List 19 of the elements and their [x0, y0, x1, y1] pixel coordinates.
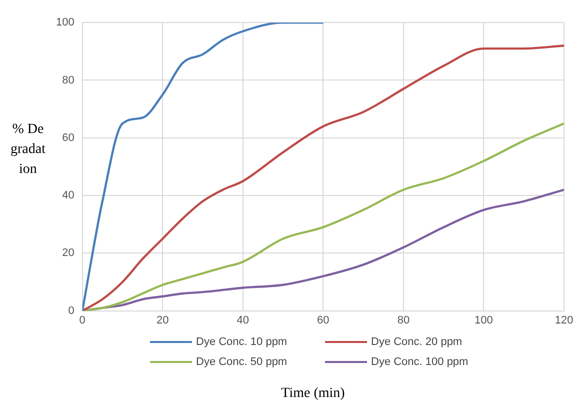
x-tick-label: 60: [317, 314, 330, 326]
legend-label: Dye Conc. 10 ppm: [196, 336, 288, 348]
x-tick-label: 80: [397, 314, 410, 326]
legend-label: Dye Conc. 20 ppm: [371, 336, 462, 348]
x-tick-label: 20: [156, 314, 169, 326]
legend-label: Dye Conc. 50 ppm: [196, 356, 288, 368]
x-tick-label: 100: [474, 314, 493, 326]
y-tick-label: 60: [62, 132, 74, 144]
x-tick-label: 120: [554, 314, 574, 326]
y-tick-label: 20: [62, 247, 74, 260]
y-axis-title: % Degradation: [10, 121, 46, 179]
y-tick-label: 40: [62, 190, 74, 202]
legend-label: Dye Conc. 100 ppm: [371, 356, 468, 368]
y-tick-label: 100: [56, 16, 74, 29]
x-tick-label: 0: [79, 314, 86, 326]
y-tick-label: 80: [62, 74, 74, 86]
x-axis-title: Time (min): [280, 386, 346, 402]
y-tick-label: 0: [68, 304, 74, 317]
x-tick-label: 40: [236, 314, 250, 326]
